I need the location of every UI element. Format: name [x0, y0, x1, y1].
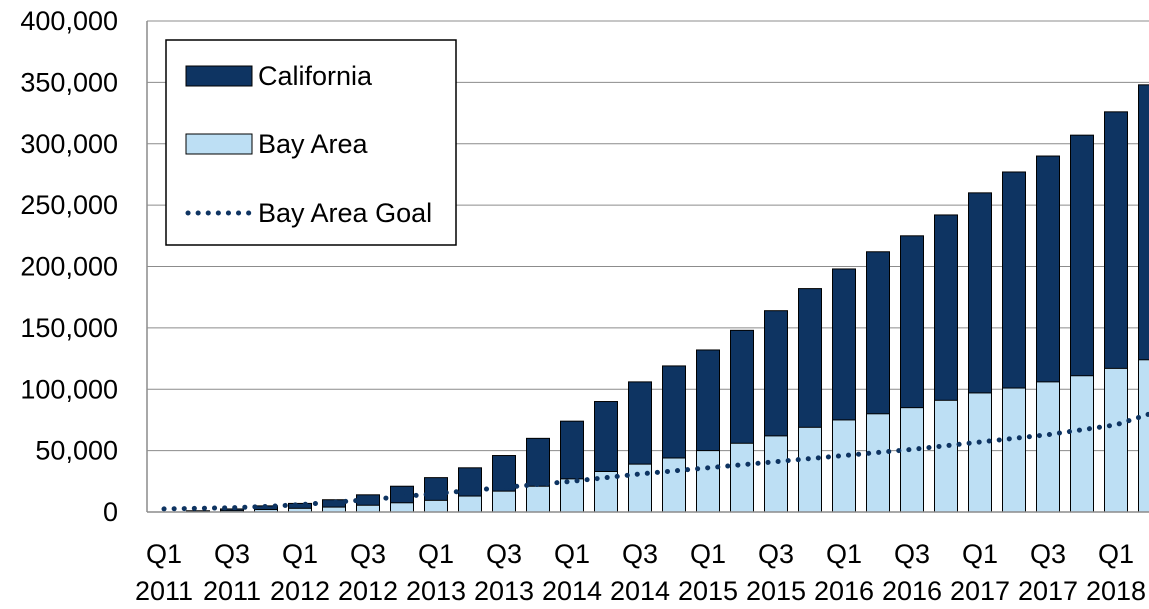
x-tick-label-quarter: Q1 — [146, 539, 182, 569]
y-tick-label: 50,000 — [35, 436, 118, 466]
x-tick-label-year: 2012 — [270, 576, 330, 604]
series-line-bay-area-goal — [164, 414, 1149, 509]
y-tick-label: 350,000 — [20, 67, 118, 97]
bar-bay-area — [799, 427, 822, 512]
x-tick-label-quarter: Q1 — [554, 539, 590, 569]
x-tick-label-year: 2011 — [203, 576, 261, 604]
y-tick-label: 200,000 — [20, 252, 118, 282]
legend-label: California — [258, 61, 373, 91]
x-tick-label-year: 2016 — [882, 576, 942, 604]
legend-label: Bay Area — [258, 129, 369, 159]
x-tick-label-year: 2015 — [746, 576, 806, 604]
legend-swatch — [186, 134, 252, 154]
bar-bay-area — [1037, 382, 1060, 512]
x-tick-label-quarter: Q1 — [826, 539, 862, 569]
bar-bay-area — [357, 505, 380, 512]
x-tick-label-quarter: Q1 — [690, 539, 726, 569]
bar-bay-area — [1139, 360, 1149, 512]
x-tick-label-year: 2015 — [678, 576, 738, 604]
x-tick-label-year: 2016 — [814, 576, 874, 604]
y-tick-label: 250,000 — [20, 190, 118, 220]
y-tick-label: 0 — [103, 497, 118, 527]
y-tick-label: 100,000 — [20, 374, 118, 404]
legend: California Bay Area Bay Area Goal — [166, 40, 456, 245]
bar-bay-area — [493, 491, 516, 512]
bar-bay-area — [561, 479, 584, 512]
x-tick-label-year: 2013 — [406, 576, 466, 604]
x-tick-label-year: 2011 — [135, 576, 193, 604]
bar-bay-area — [969, 393, 992, 512]
x-tick-label-quarter: Q1 — [282, 539, 318, 569]
x-tick-label-quarter: Q1 — [1098, 539, 1134, 569]
x-tick-label-quarter: Q3 — [1030, 539, 1066, 569]
y-tick-label: 300,000 — [20, 129, 118, 159]
legend-label: Bay Area Goal — [258, 198, 432, 228]
bar-bay-area — [731, 443, 754, 512]
bar-bay-area — [697, 451, 720, 512]
x-tick-label-year: 2012 — [338, 576, 398, 604]
bar-bay-area — [391, 503, 414, 512]
bar-bay-area — [1071, 376, 1094, 512]
legend-swatch — [186, 66, 252, 86]
bar-bay-area — [1105, 368, 1128, 512]
x-tick-label-year: 2014 — [542, 576, 602, 604]
bar-bay-area — [527, 486, 550, 512]
x-tick-label-year: 2013 — [474, 576, 534, 604]
x-tick-label-year: 2018 — [1086, 576, 1146, 604]
goal-line — [164, 414, 1149, 509]
x-tick-label-year: 2017 — [950, 576, 1010, 604]
x-tick-label-quarter: Q3 — [758, 539, 794, 569]
bar-bay-area — [425, 500, 448, 512]
x-tick-label-quarter: Q3 — [214, 539, 250, 569]
bar-bay-area — [935, 400, 958, 512]
bar-bay-area — [901, 408, 924, 512]
y-tick-label: 150,000 — [20, 313, 118, 343]
x-tick-label-quarter: Q1 — [962, 539, 998, 569]
bar-bay-area — [765, 436, 788, 512]
x-tick-label-quarter: Q3 — [894, 539, 930, 569]
x-tick-label-year: 2014 — [610, 576, 670, 604]
bar-bay-area — [833, 420, 856, 512]
bar-bay-area — [867, 414, 890, 512]
bar-bay-area — [663, 458, 686, 512]
bar-bay-area — [1003, 388, 1026, 512]
x-tick-label-year: 2017 — [1018, 576, 1078, 604]
x-tick-label-quarter: Q3 — [350, 539, 386, 569]
x-tick-label-quarter: Q1 — [418, 539, 454, 569]
x-tick-label-quarter: Q3 — [622, 539, 658, 569]
y-tick-label: 400,000 — [20, 6, 118, 36]
x-tick-label-quarter: Q3 — [486, 539, 522, 569]
bar-bay-area — [459, 496, 482, 512]
